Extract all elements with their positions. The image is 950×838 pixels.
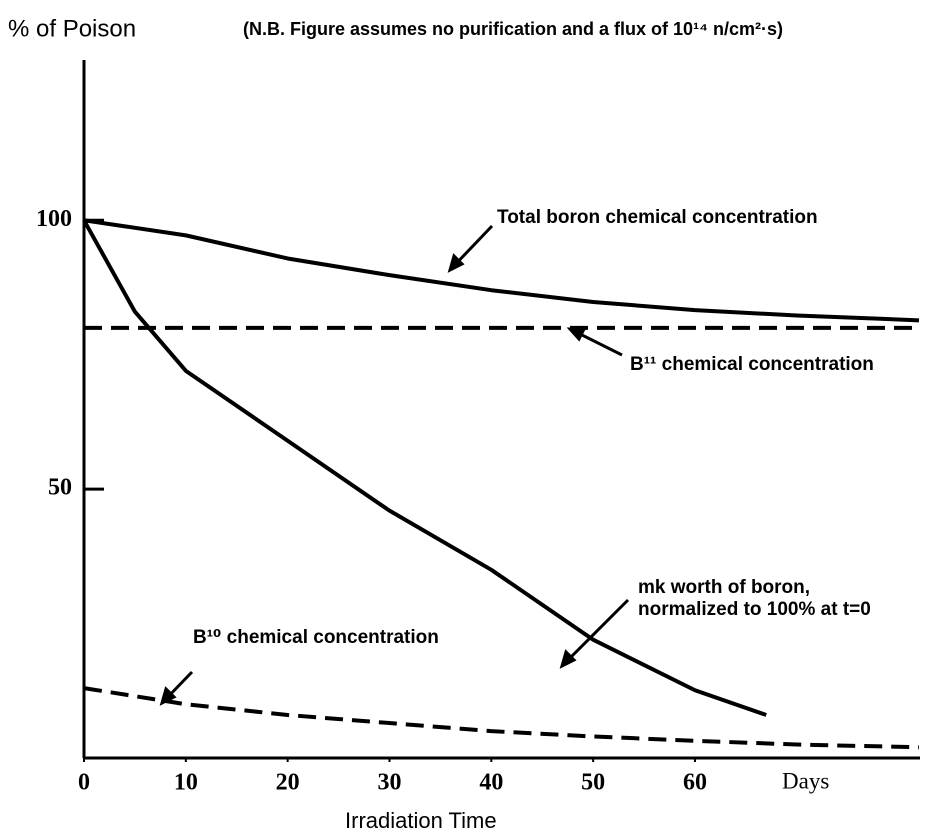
series-line: [83, 218, 920, 323]
x-tick-label: 40: [479, 770, 503, 796]
annotation: B¹¹ chemical concentration: [630, 354, 874, 375]
arrow-head: [559, 649, 577, 669]
y-tick-label: 100: [36, 206, 72, 232]
note: (N.B. Figure assumes no purification and…: [243, 19, 783, 39]
x-tick-label: 0: [78, 770, 90, 796]
arrow-head: [566, 327, 587, 342]
series-line: [83, 686, 920, 750]
annotation: Total boron chemical concentration: [497, 207, 818, 228]
x-tick-label: 60: [683, 770, 707, 796]
annotation: normalized to 100% at t=0: [638, 599, 871, 620]
y-tick-label: 50: [48, 475, 72, 501]
x-tick-label: 20: [276, 770, 300, 796]
y-axis-label: % of Poison: [8, 15, 136, 42]
series-line: [82, 219, 767, 717]
x-tick-label: 10: [174, 770, 198, 796]
x-axis-label: Irradiation Time: [345, 808, 497, 833]
x-unit: Days: [782, 768, 829, 793]
annotation: B¹⁰ chemical concentration: [193, 627, 439, 648]
arrow: [560, 598, 630, 668]
arrow-head: [447, 253, 465, 273]
x-tick-label: 50: [581, 770, 605, 796]
annotation: mk worth of boron,: [638, 577, 810, 598]
x-tick-label: 30: [377, 770, 401, 796]
